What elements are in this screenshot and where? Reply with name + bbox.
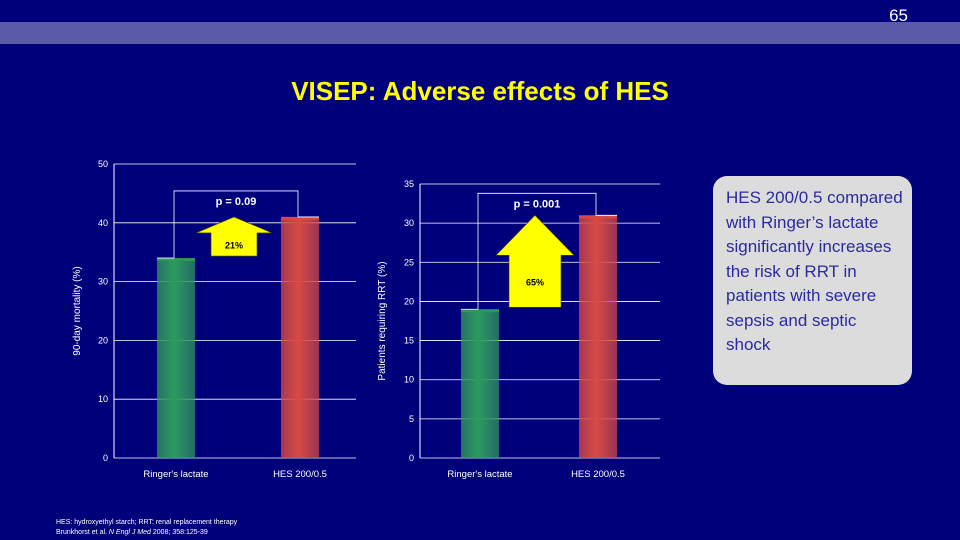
x-category-label: Ringer's lactate: [143, 469, 208, 480]
header-band: [0, 22, 960, 44]
reference-journal: N Engl J Med: [108, 529, 151, 536]
slide-number: 65: [889, 6, 908, 25]
p-value-label: p = 0.001: [514, 198, 561, 210]
y-tick-label: 10: [404, 375, 414, 385]
y-tick-label: 30: [404, 218, 414, 228]
x-category-label: HES 200/0.5: [273, 469, 327, 480]
bar-hes: [281, 216, 319, 458]
y-tick-label: 10: [98, 394, 108, 404]
bar-cap: [157, 258, 195, 262]
increase-arrow: [195, 216, 273, 257]
y-tick-label: 20: [404, 296, 414, 306]
bar-ringers-lactate: [157, 258, 195, 458]
increase-arrow: [495, 214, 575, 308]
abbreviations-footnote: HES: hydroxyethyl starch; RRT: renal rep…: [56, 519, 238, 526]
slide-title: VISEP: Adverse effects of HES: [291, 76, 669, 106]
y-axis-label: 90-day mortality (%): [72, 266, 83, 355]
reference-footnote: Brunkhorst et al. N Engl J Med 2008; 358…: [56, 528, 208, 538]
y-tick-label: 50: [98, 159, 108, 169]
increase-label: 21%: [225, 241, 243, 251]
y-tick-label: 35: [404, 179, 414, 189]
x-category-label: Ringer's lactate: [447, 469, 512, 480]
significance-bracket: [461, 192, 617, 310]
y-tick-label: 5: [409, 414, 414, 424]
p-value-label: p = 0.09: [216, 196, 257, 208]
significance-bracket: [157, 190, 319, 259]
increase-label: 65%: [526, 277, 544, 287]
bar-ringers-lactate: [461, 309, 499, 458]
y-tick-label: 15: [404, 336, 414, 346]
reference-details: 2008; 358:125-39: [150, 529, 208, 536]
y-tick-label: 0: [103, 453, 108, 463]
y-tick-label: 0: [409, 453, 414, 463]
bar-cap: [579, 215, 617, 219]
reference-authors: Brunkhorst et al.: [56, 529, 109, 536]
y-axis-label: Patients requiring RRT (%): [377, 261, 388, 380]
bar-cap: [281, 216, 319, 220]
y-tick-label: 40: [98, 218, 108, 228]
y-tick-label: 20: [98, 335, 108, 345]
x-category-label: HES 200/0.5: [571, 469, 625, 480]
summary-callout: HES 200/0.5 compared with Ringer’s lacta…: [713, 176, 912, 385]
bar-cap: [461, 309, 499, 313]
bar-hes: [579, 215, 617, 458]
y-tick-label: 25: [404, 257, 414, 267]
y-tick-label: 30: [98, 277, 108, 287]
